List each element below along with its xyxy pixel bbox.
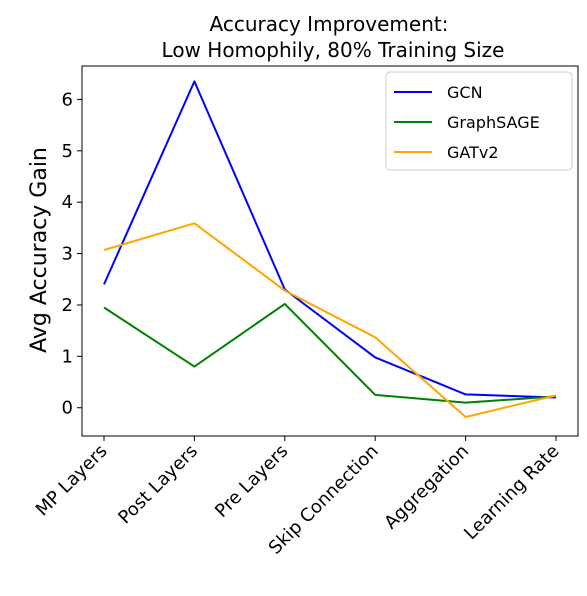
- y-tick-label: 5: [62, 141, 73, 162]
- legend-label-gcn: GCN: [447, 83, 483, 102]
- y-tick-label: 2: [62, 295, 73, 316]
- x-tick-label: Learning Rate: [460, 441, 563, 544]
- y-tick-label: 3: [62, 244, 73, 265]
- x-tick-label: MP Layers: [32, 441, 112, 521]
- axes-frame: [81, 65, 579, 437]
- chart-title-line2: Low Homophily, 80% Training Size: [162, 38, 505, 62]
- series-line-gatv2: [103, 222, 557, 418]
- chart-title-line1: Accuracy Improvement:: [210, 12, 449, 36]
- y-tick-label: 4: [62, 192, 73, 213]
- legend-label-graphsage: GraphSAGE: [447, 113, 540, 132]
- legend-label-gatv2: GATv2: [447, 143, 499, 162]
- x-tick-label: Post Layers: [114, 441, 202, 529]
- y-tick-label: 1: [62, 346, 73, 367]
- x-tick-label: Pre Layers: [211, 441, 292, 522]
- y-axis-label: Avg Accuracy Gain: [27, 147, 52, 353]
- series-line-graphsage: [103, 302, 557, 404]
- legend: [385, 71, 573, 171]
- series-line-gcn: [103, 80, 557, 399]
- y-tick-label: 6: [62, 89, 73, 110]
- x-tick-label: Aggregation: [380, 441, 473, 534]
- y-tick-label: 0: [62, 398, 73, 419]
